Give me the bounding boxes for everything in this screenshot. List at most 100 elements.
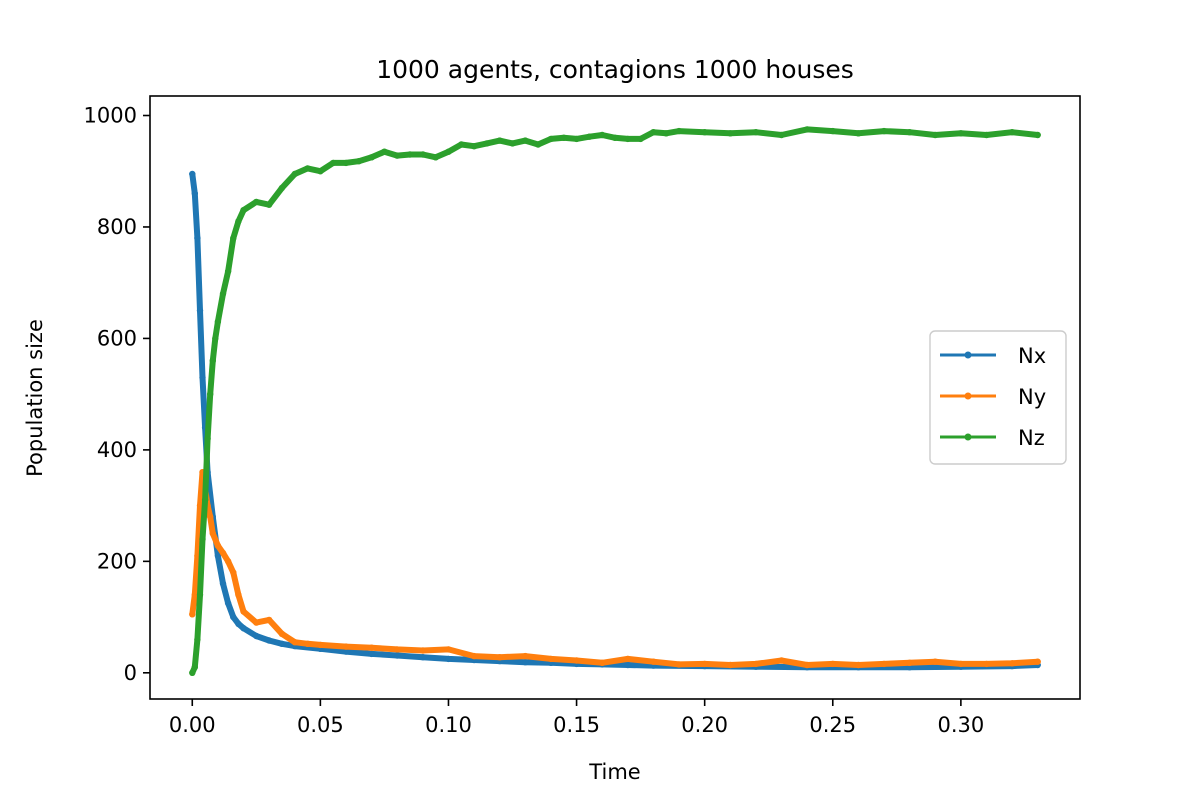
series-point-ny [496, 654, 503, 661]
series-point-nx [194, 234, 201, 242]
series-point-nz [196, 591, 204, 598]
series-line-ny [189, 469, 1041, 668]
series-point-nz [199, 535, 206, 543]
series-point-nz [194, 636, 201, 643]
y-tick-label: 800 [97, 215, 137, 239]
series-point-ny [573, 657, 580, 664]
series-point-nz [650, 129, 657, 136]
series-point-ny [1034, 658, 1041, 665]
series-line-nx [189, 171, 1041, 671]
series-point-ny [445, 646, 452, 653]
series-point-nx [224, 599, 232, 607]
series-point-nz [829, 127, 836, 135]
series-point-nz [317, 168, 324, 175]
series-point-nz [880, 127, 888, 135]
series-point-ny [291, 639, 298, 646]
x-tick-label: 0.15 [553, 713, 600, 737]
series-point-nx [278, 640, 286, 647]
x-tick-label: 0.25 [809, 713, 856, 737]
series-point-ny [214, 542, 222, 549]
series-point-ny [342, 643, 350, 650]
x-tick-label: 0.10 [425, 713, 472, 737]
series-point-nz [803, 126, 811, 133]
series-line-nz [189, 126, 1041, 676]
series-point-ny [880, 660, 888, 668]
series-point-nx [445, 655, 452, 663]
series-point-nx [394, 652, 401, 659]
series-point-ny [727, 661, 734, 669]
series-point-ny [983, 660, 990, 668]
series-point-ny [932, 658, 939, 665]
series-point-ny [675, 661, 683, 668]
x-tick-label: 0.00 [169, 713, 216, 737]
series-point-nx [214, 552, 222, 559]
series-point-nx [240, 625, 247, 632]
y-tick-label: 200 [97, 549, 137, 573]
series-point-nx [265, 637, 273, 644]
series-point-nz [368, 154, 375, 161]
series-point-nx [199, 374, 206, 381]
series-point-nz [201, 496, 209, 504]
series-point-nz [534, 141, 542, 148]
series-point-ny [189, 611, 196, 618]
series-point-nz [586, 133, 593, 140]
series-point-nz [230, 234, 237, 242]
series-point-nx [235, 620, 242, 627]
series-point-nx [189, 170, 196, 178]
series-point-ny [240, 608, 247, 615]
series-point-nz [432, 154, 439, 161]
series-point-ny [219, 549, 227, 557]
legend-marker-ny [964, 392, 972, 400]
series-point-nz [906, 129, 913, 136]
series-point-ny [547, 655, 555, 663]
series-point-nz [496, 137, 503, 144]
series-point-ny [224, 558, 232, 565]
series-point-nz [573, 135, 580, 143]
x-axis-label: Time [588, 760, 640, 784]
series-point-ny [906, 659, 913, 666]
series-point-nx [191, 190, 198, 197]
series-point-ny [191, 591, 198, 598]
series-point-ny [650, 658, 657, 665]
x-tick-label: 0.05 [297, 713, 344, 737]
legend-marker-nx [964, 351, 972, 359]
series-point-nx [230, 613, 237, 621]
series-point-ny [470, 652, 478, 660]
series-point-nz [209, 357, 216, 364]
series-point-nz [701, 129, 708, 136]
series-point-ny [207, 513, 214, 520]
legend-marker-nz [964, 433, 972, 441]
series-point-ny [230, 569, 237, 576]
series-point-nx [419, 654, 427, 661]
y-axis-label: Population size [23, 319, 47, 477]
series-point-nx [253, 632, 260, 640]
legend-label-ny: Ny [1018, 385, 1046, 409]
chart-title: 1000 agents, contagions 1000 houses [376, 55, 854, 84]
series-point-nz [624, 135, 631, 143]
series-point-ny [752, 660, 760, 668]
series-point-nz [547, 135, 555, 143]
series-point-ny [624, 655, 631, 663]
series-point-nz [219, 290, 227, 297]
series-point-ny [317, 641, 324, 649]
series-point-ny [957, 660, 965, 668]
series-point-nz [240, 207, 247, 214]
legend-label-nx: Nx [1018, 344, 1046, 368]
series-point-nz [207, 391, 214, 398]
plot-area [189, 126, 1041, 676]
series-point-ny [599, 659, 606, 666]
series-point-nz [522, 137, 529, 144]
series-point-nz [727, 130, 734, 137]
series-point-nz [983, 131, 990, 139]
series-point-ny [368, 644, 375, 651]
y-tick-label: 400 [97, 438, 137, 462]
series-point-ny [1008, 660, 1016, 667]
series-point-nz [663, 130, 670, 137]
series-point-nz [445, 148, 452, 155]
series-point-ny [803, 661, 811, 669]
series-point-nz [278, 184, 286, 192]
series-point-ny [829, 660, 836, 668]
series-point-ny [855, 661, 862, 669]
series-point-ny [394, 646, 401, 653]
